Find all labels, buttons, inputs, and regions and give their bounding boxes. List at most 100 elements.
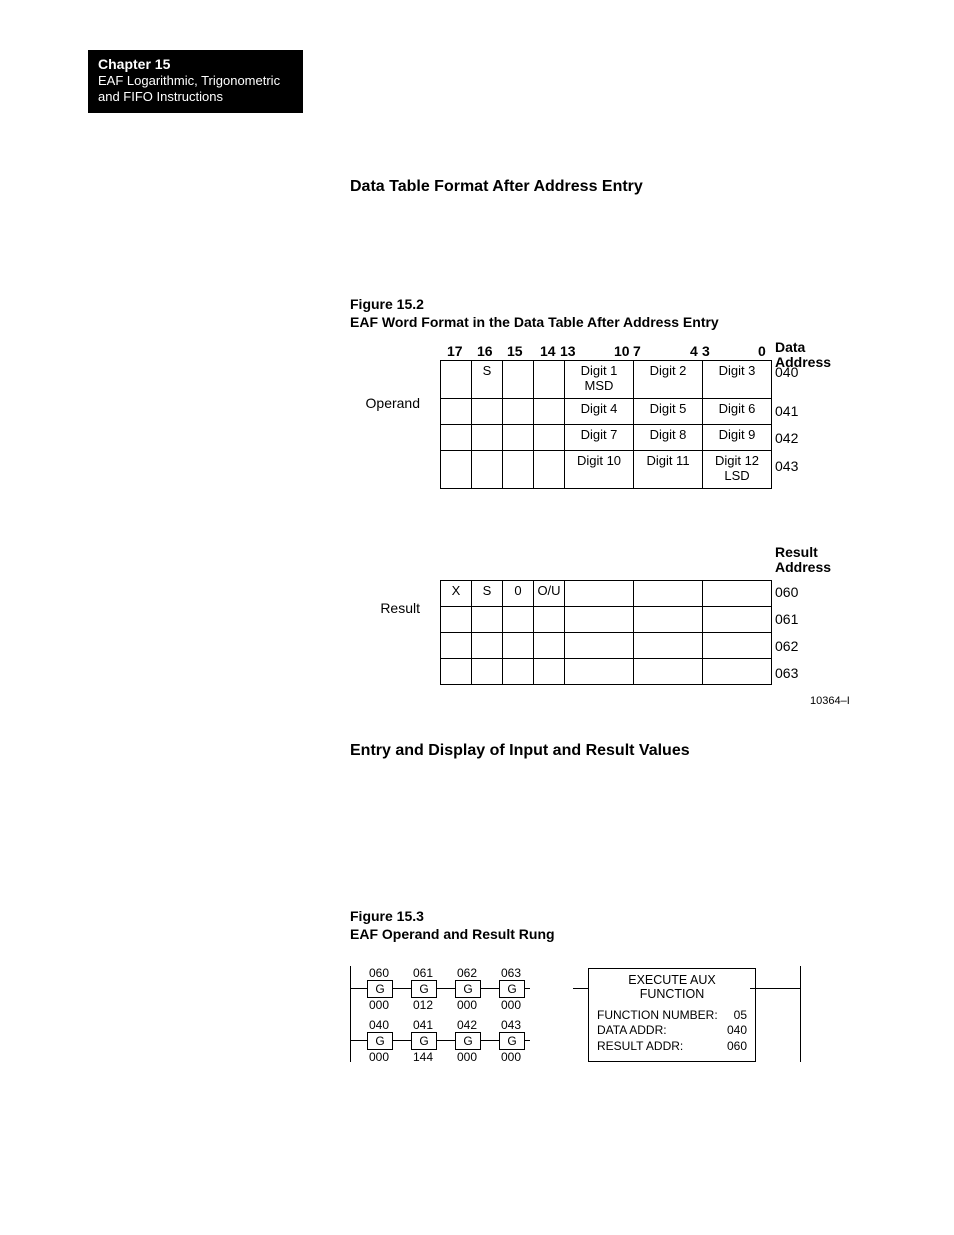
table-row: Digit 4 Digit 5 Digit 6 [441,399,772,425]
bit-3: 3 [702,343,710,359]
bit-13: 13 [560,343,576,359]
cell [634,659,703,685]
chapter-header: Chapter 15 EAF Logarithmic, Trigonometri… [88,50,303,113]
cell: Digit 2 [634,361,703,399]
cell [634,581,703,607]
cell [534,399,565,425]
cell: X [441,581,472,607]
bit-17: 17 [447,343,463,359]
operand-side-label: Operand [350,395,420,411]
g-bot: 000 [364,1050,394,1064]
g-top: 062 [452,966,482,980]
cell [441,659,472,685]
table-row: Digit 10 Digit 11 Digit 12LSD [441,451,772,489]
g-top: 040 [364,1018,394,1032]
cell [503,361,534,399]
cell: Digit 9 [703,425,772,451]
cell [472,659,503,685]
cell [472,633,503,659]
cell [634,633,703,659]
exec-line: DATA ADDR: 040 [597,1023,747,1039]
cell: Digit 7 [565,425,634,451]
cell: S [472,361,503,399]
cell [503,633,534,659]
exec-title-2: FUNCTION [640,987,705,1001]
g-bot: 000 [364,998,394,1012]
fig2-caption-line1: Figure 15.2 [350,296,719,314]
cell [503,425,534,451]
cell [634,607,703,633]
result-address-label: ResultAddress [775,545,831,576]
cell [503,451,534,489]
cell: Digit 6 [703,399,772,425]
result-side-label: Result [360,600,420,616]
bit-10: 10 [614,343,630,359]
cell [441,425,472,451]
exec-out-line [750,988,800,989]
cell [503,659,534,685]
result-addr-3: 063 [775,665,798,681]
cell [534,659,565,685]
exec-label: FUNCTION NUMBER: [597,1008,718,1024]
cell [703,633,772,659]
exec-val: 040 [727,1023,747,1039]
g-bot: 000 [452,1050,482,1064]
g-bot: 144 [408,1050,438,1064]
cell: O/U [534,581,565,607]
rung1-line-right [573,988,588,989]
cell [534,361,565,399]
cell [472,399,503,425]
bit-16: 16 [477,343,493,359]
g-box: G [367,1032,393,1050]
table-row [441,633,772,659]
exec-line: FUNCTION NUMBER: 05 [597,1008,747,1024]
operand-table: S Digit 1MSD Digit 2 Digit 3 Digit 4 Dig… [440,360,772,489]
table-row: Digit 7 Digit 8 Digit 9 [441,425,772,451]
g-box: G [367,980,393,998]
g-top: 061 [408,966,438,980]
cell [565,633,634,659]
cell: Digit 1MSD [565,361,634,399]
cell: Digit 11 [634,451,703,489]
cell [703,581,772,607]
exec-val: 05 [734,1008,747,1024]
cell: Digit 5 [634,399,703,425]
cell [441,399,472,425]
cell [534,451,565,489]
cell [441,633,472,659]
figure-15-3-caption: Figure 15.3 EAF Operand and Result Rung [350,908,555,943]
cell [472,607,503,633]
g-top: 043 [496,1018,526,1032]
cell: 0 [503,581,534,607]
cell: Digit 10 [565,451,634,489]
chapter-subtitle-line2: and FIFO Instructions [98,89,293,105]
g-top: 041 [408,1018,438,1032]
bit-14: 14 [540,343,556,359]
right-rail [800,966,801,1062]
cell [565,607,634,633]
result-addr-2: 062 [775,638,798,654]
result-address-text: ResultAddress [775,544,831,575]
g-box: G [499,1032,525,1050]
cell: Digit 12LSD [703,451,772,489]
cell: S [472,581,503,607]
bit-15: 15 [507,343,523,359]
g-box: G [499,980,525,998]
cell [703,607,772,633]
table-row: S Digit 1MSD Digit 2 Digit 3 [441,361,772,399]
fig3-caption-line1: Figure 15.3 [350,908,555,926]
fig3-caption-line2: EAF Operand and Result Rung [350,926,555,944]
figure-reference: 10364–I [810,695,850,707]
g-bot: 000 [452,998,482,1012]
exec-line: RESULT ADDR: 060 [597,1039,747,1055]
result-table: X S 0 O/U [440,580,772,685]
exec-title: EXECUTE AUX FUNCTION [597,973,747,1002]
g-bot: 000 [496,1050,526,1064]
cell [441,361,472,399]
exec-label: DATA ADDR: [597,1023,667,1039]
result-addr-1: 061 [775,611,798,627]
exec-val: 060 [727,1039,747,1055]
g-bot: 012 [408,998,438,1012]
ladder-diagram: 060 G 000 061 G 012 062 G 000 063 G 000 … [350,958,856,1068]
cell [565,659,634,685]
